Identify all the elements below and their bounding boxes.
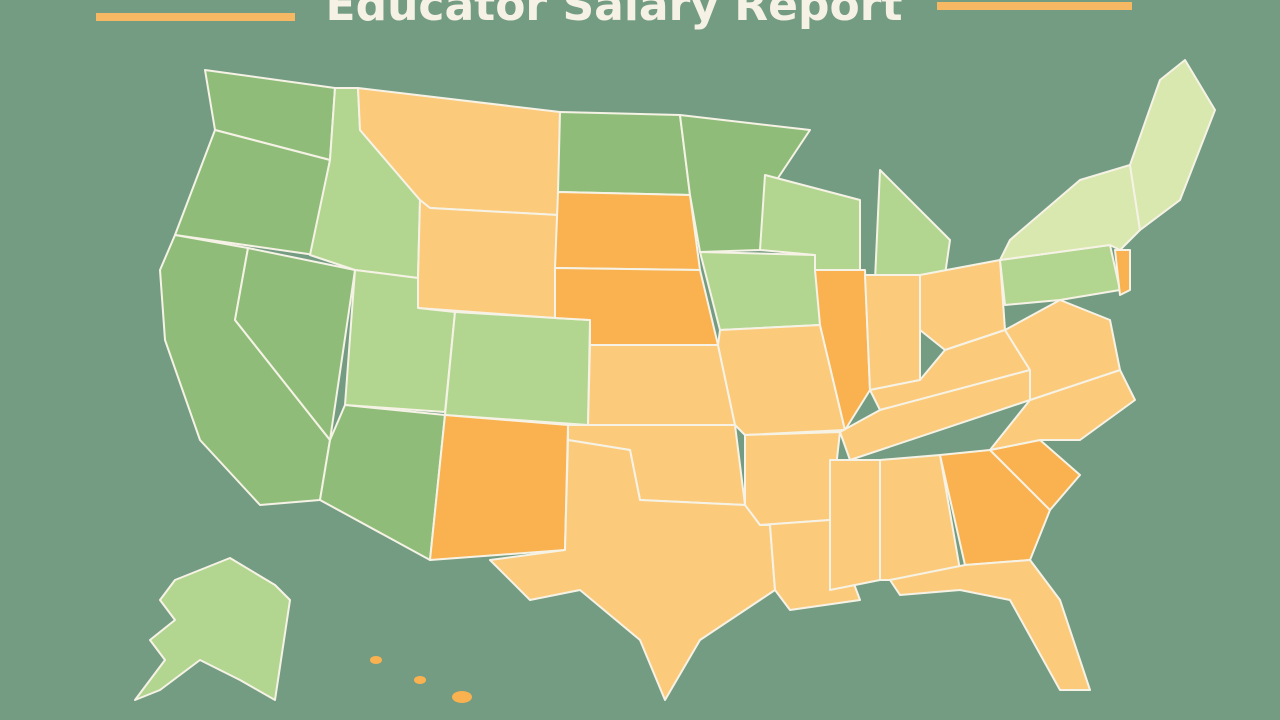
new-england bbox=[1129, 59, 1216, 231]
state-arizona bbox=[319, 404, 446, 561]
state-colorado bbox=[444, 311, 591, 426]
state-mississippi bbox=[829, 459, 881, 591]
state-north-dakota bbox=[557, 111, 691, 196]
state-virginia bbox=[1004, 299, 1121, 401]
hawaii-island bbox=[414, 676, 426, 684]
hawaii-island bbox=[452, 691, 472, 703]
state-florida bbox=[889, 559, 1091, 691]
state-wyoming bbox=[417, 199, 559, 319]
title-rule-left bbox=[96, 13, 295, 21]
state-south-dakota bbox=[554, 191, 701, 271]
state-kansas bbox=[587, 344, 736, 426]
state-new-mexico bbox=[429, 414, 569, 561]
title-rule-right bbox=[937, 2, 1132, 10]
state-new-jersey bbox=[1114, 249, 1131, 296]
us-map bbox=[134, 59, 1216, 703]
state-illinois bbox=[814, 269, 871, 431]
hawaii-island bbox=[370, 656, 382, 664]
state-georgia bbox=[939, 449, 1051, 566]
title: Educator Salary Report bbox=[326, 0, 903, 31]
state-iowa bbox=[699, 251, 821, 331]
state-arkansas bbox=[744, 431, 841, 526]
state-new-york bbox=[999, 164, 1141, 261]
state-texas bbox=[489, 439, 776, 701]
state-indiana bbox=[864, 274, 921, 391]
state-alaska bbox=[134, 557, 291, 701]
